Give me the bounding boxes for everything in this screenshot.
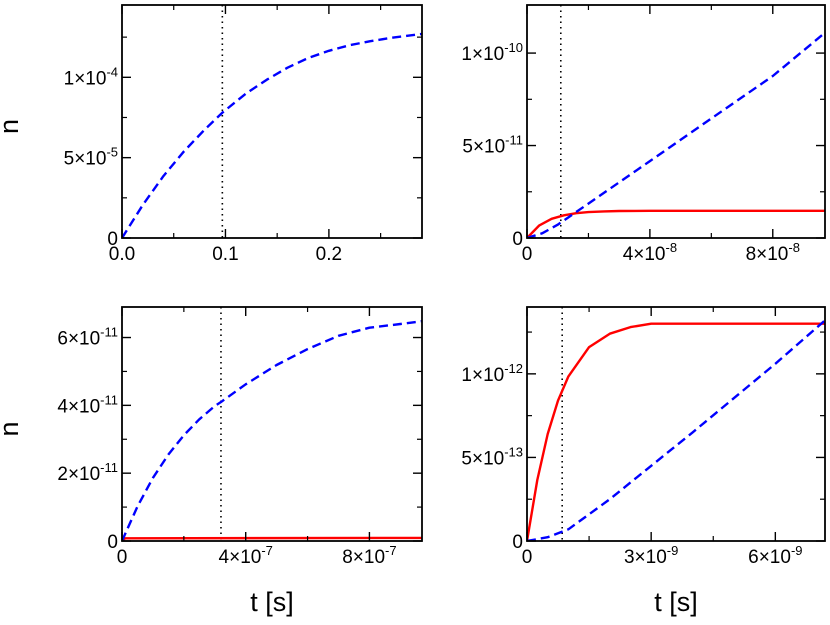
x-tick-label: 0.1 [212, 244, 238, 265]
x-tick-label: 0 [117, 547, 128, 568]
plot-frame [121, 306, 423, 542]
chart-panel-1: 0.0 0.1 0.2 0 5×10-5 1×10-4 n [0, 4, 423, 265]
x-tick-label: 0.0 [109, 244, 135, 265]
series-line-blue [122, 32, 422, 238]
y-tick-label: 0 [512, 532, 523, 553]
plot-frame [526, 306, 826, 542]
series-line-blue [527, 319, 825, 541]
series-line-blue [122, 320, 422, 541]
plot-frame [121, 4, 423, 239]
y-tick-label: 6×10-11 [57, 325, 118, 350]
y-tick-label: 0 [512, 229, 523, 250]
series-line-red [527, 322, 825, 541]
y-tick-label: 2×10-11 [57, 460, 118, 485]
y-tick-label: 1×10-4 [64, 64, 118, 89]
y-tick-label: 5×10-13 [461, 444, 523, 469]
y-tick-label: 1×10-10 [461, 40, 523, 65]
y-tick-label: 0 [107, 229, 118, 250]
x-tick-label: 0.2 [316, 244, 342, 265]
y-tick-label: 5×10-5 [64, 145, 118, 170]
x-axis-label: t [s] [250, 587, 294, 617]
x-tick-label: 4×10-7 [219, 543, 273, 568]
series-line-blue [527, 31, 825, 238]
chart-panel-2: 0 4×10-8 8×10-8 0 5×10-11 1×10-10 [461, 4, 826, 265]
y-tick-label: 4×10-11 [57, 392, 118, 417]
y-axis-label: n [0, 119, 24, 134]
chart-panel-4: 0 3×10-9 6×10-9 0 5×10-13 1×10-12 t [s] [461, 306, 826, 617]
x-tick-label: 6×10-9 [748, 543, 802, 568]
x-tick-label: 8×10-8 [746, 240, 800, 265]
y-tick-label: 0 [107, 532, 118, 553]
y-tick-label: 1×10-12 [461, 361, 523, 386]
y-tick-label: 5×10-11 [462, 133, 523, 158]
x-tick-label: 4×10-8 [623, 240, 677, 265]
x-tick-label: 0 [522, 244, 533, 265]
chart-panel-3: 0 4×10-7 8×10-7 0 2×10-11 4×10-11 6×10-11 n t [s… [0, 306, 423, 617]
x-tick-label: 3×10-9 [624, 543, 678, 568]
series-line-red [527, 209, 825, 238]
plot-frame [526, 4, 826, 239]
y-axis-label: n [0, 421, 24, 436]
x-axis-label: t [s] [654, 587, 698, 617]
x-tick-label: 0 [522, 547, 533, 568]
x-tick-label: 8×10-7 [342, 543, 396, 568]
